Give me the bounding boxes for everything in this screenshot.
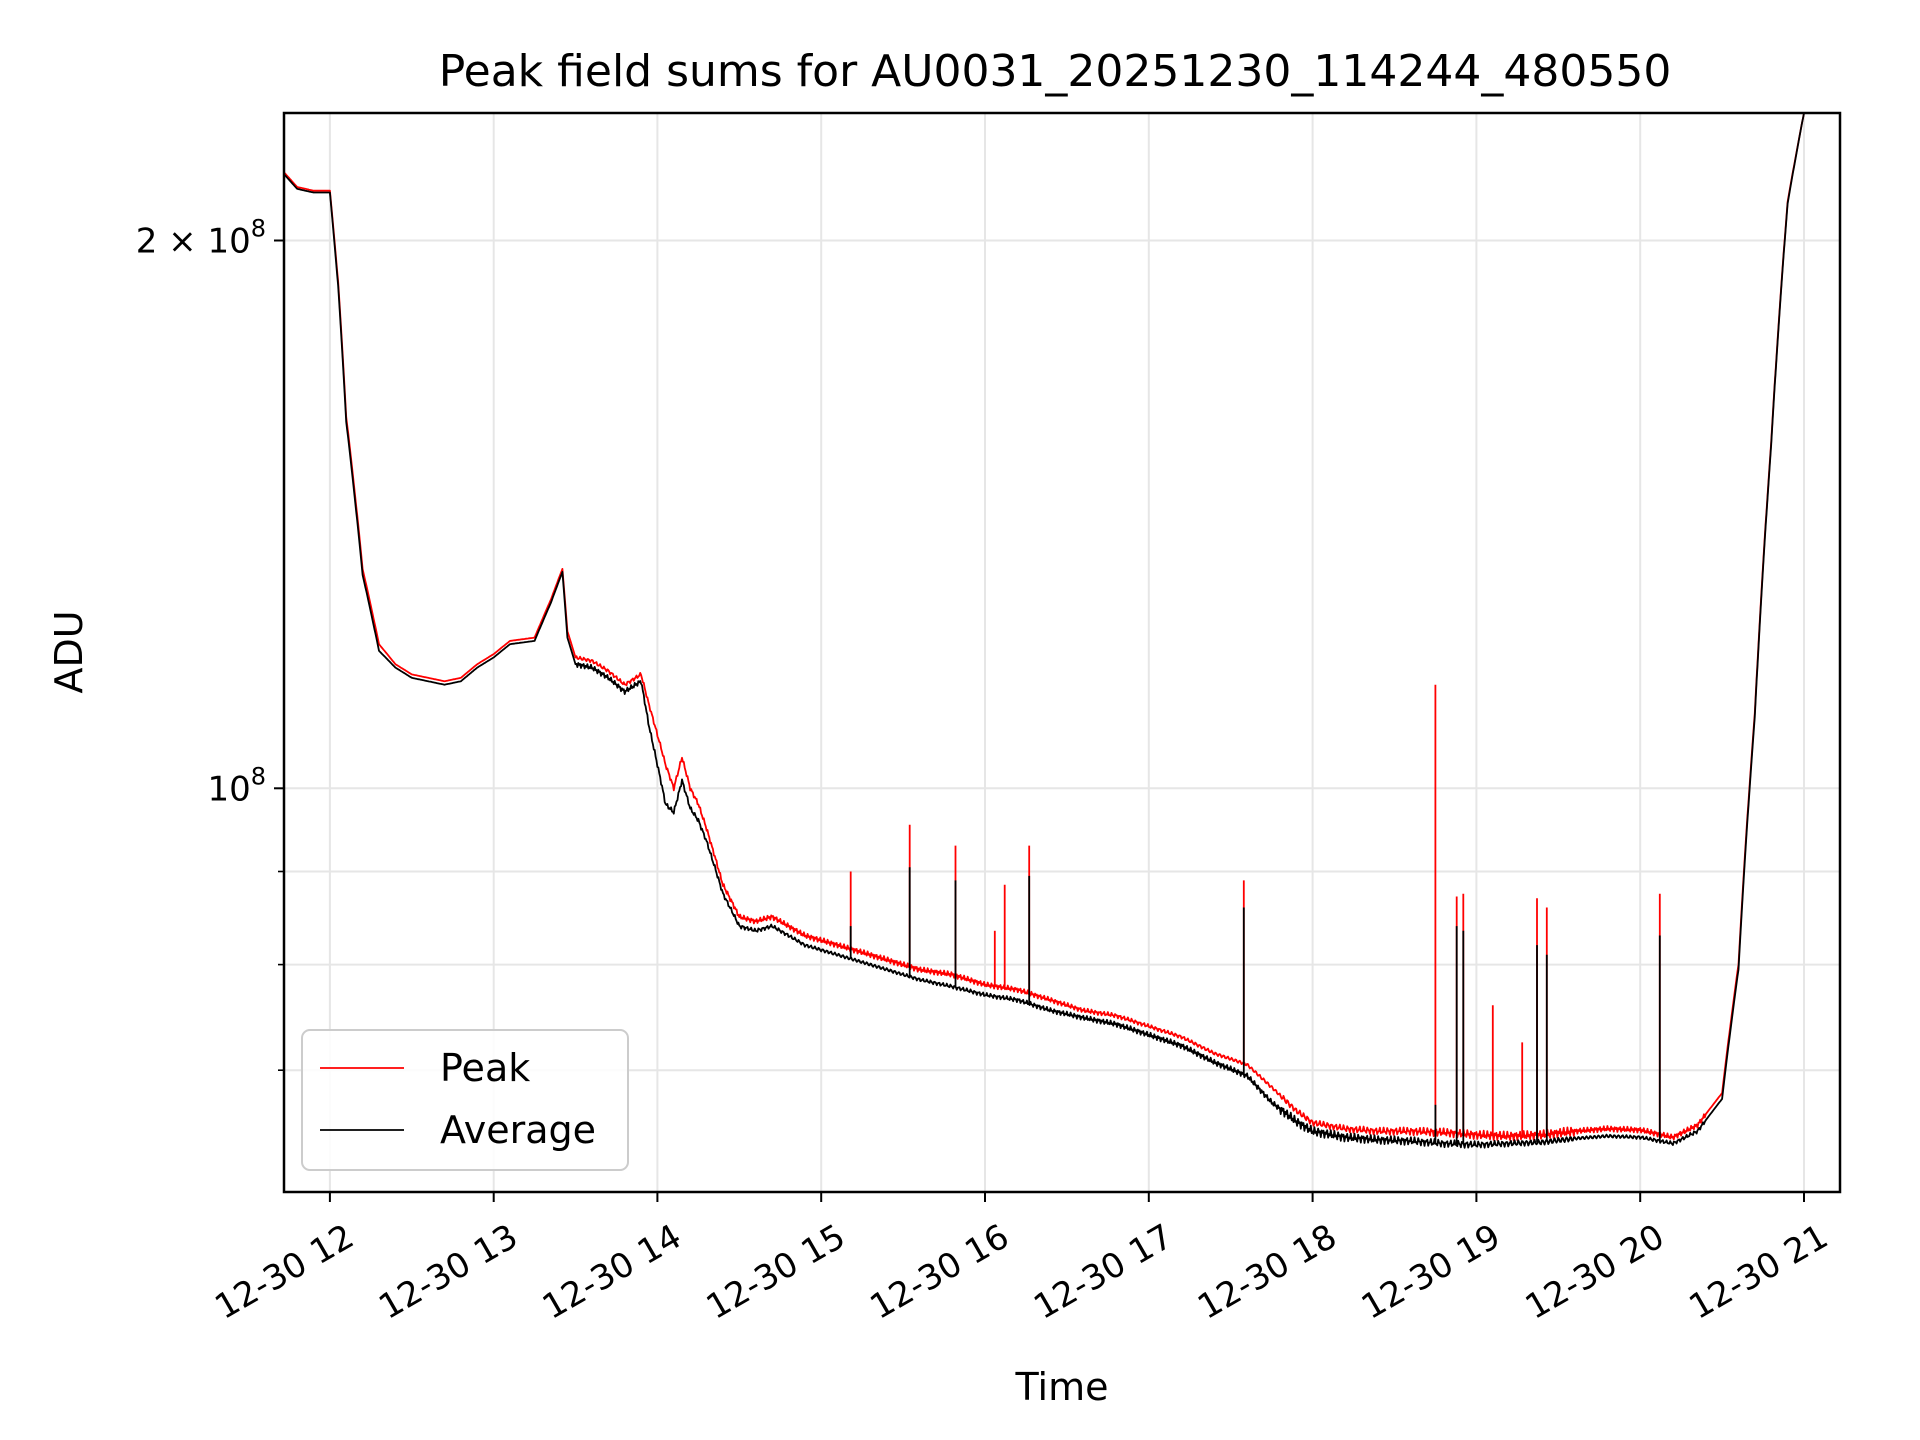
- y-axis-ticks: 108 2 × 108: [136, 215, 284, 1071]
- legend-peak-label: Peak: [440, 1046, 530, 1090]
- legend-box: [301, 1029, 629, 1171]
- series-line-average: [283, 112, 1840, 1149]
- series-group: [283, 112, 1840, 1149]
- legend: Peak Average: [301, 1029, 629, 1171]
- legend-average-label: Average: [440, 1108, 596, 1152]
- chart-title: Peak field sums for AU0031_20251230_1142…: [439, 46, 1672, 97]
- y-tick-label-1: 2 × 108: [136, 215, 266, 262]
- y-axis-label: ADU: [47, 610, 91, 693]
- series-line-peak: [283, 112, 1840, 1142]
- y-tick-label-0: 108: [207, 762, 266, 809]
- grid: [284, 113, 1840, 1192]
- x-axis-label: Time: [1015, 1365, 1109, 1409]
- plot-frame: [282, 111, 1842, 1194]
